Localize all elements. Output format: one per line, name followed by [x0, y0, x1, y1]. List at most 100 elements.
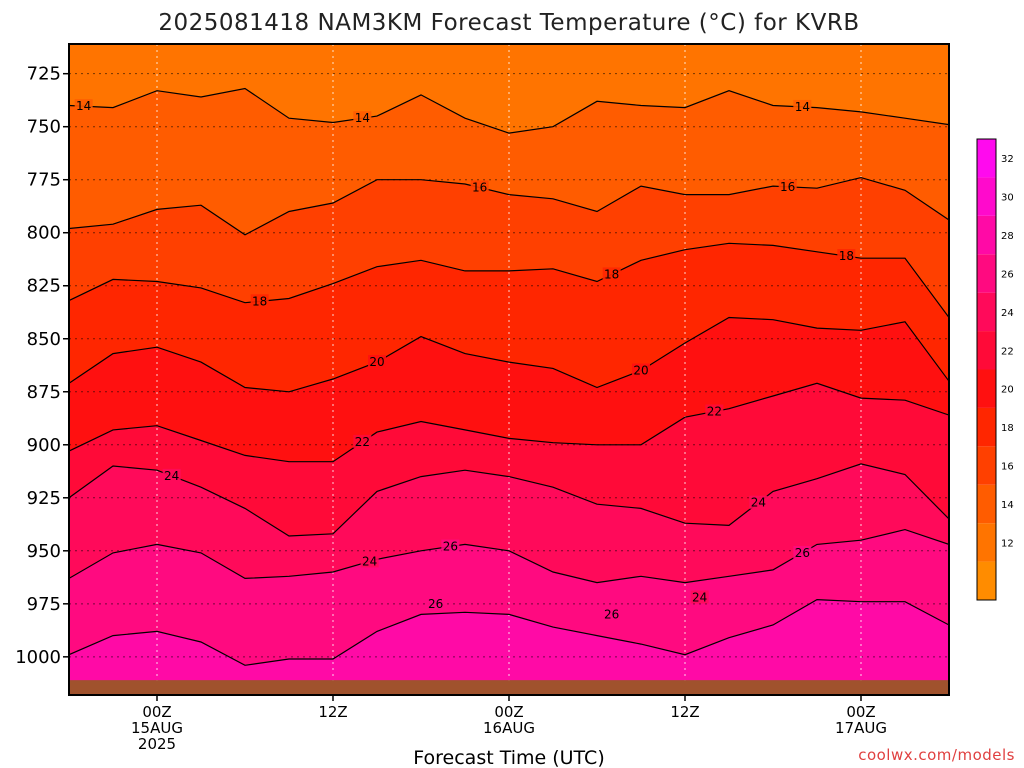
contour-label-24: 24 [164, 469, 179, 483]
contour-line-18 [69, 242, 949, 318]
contour-label-20-bg [632, 363, 650, 377]
colorbar-swatch [977, 523, 996, 562]
axis-layer: 725 750 775 800 825 850 875 900 925 950 975 1000 00Z… [15, 64, 887, 753]
contour-label-24: 24 [751, 496, 766, 510]
colorbar-label-14: 14 [1001, 500, 1014, 511]
temperature-fill-layer [69, 44, 949, 695]
colorbar-label-26: 26 [1001, 269, 1014, 280]
contour-label-extra-bg [602, 607, 621, 621]
contour-label-14-bg [74, 99, 93, 113]
contour-label-16-bg [778, 179, 797, 193]
ground-surface [69, 680, 949, 695]
colorbar-label-32: 32 [1001, 154, 1014, 165]
ground-layer [69, 680, 949, 695]
x-axis-title: Forecast Time (UTC) [413, 747, 604, 768]
y-tick-label-825: 825 [27, 276, 61, 297]
contour-label-24-bg [749, 495, 768, 509]
contour-label-14: 14 [76, 99, 91, 113]
colorbar-swatch [977, 561, 996, 600]
contour-line-20 [69, 316, 949, 393]
contour-label-layer: 14 14 14 16 16 18 18 18 20 20 22 22 24 24 26 26 24 26 24 26 [74, 99, 856, 621]
y-tick-label-775: 775 [27, 170, 61, 191]
contour-label-14-bg [793, 99, 812, 113]
colorbar-swatch [977, 369, 996, 408]
band-fill-28 [69, 599, 949, 695]
x-tick-label: 00Z [494, 703, 523, 721]
contour-label-extra: 26 [428, 597, 443, 611]
x-tick-label: 00Z [846, 703, 875, 721]
contour-label-14: 14 [355, 111, 370, 125]
contour-label-18: 18 [839, 249, 854, 263]
contour-label-extra-bg [426, 596, 445, 610]
y-tick-label-725: 725 [27, 64, 61, 85]
contour-line-24 [69, 463, 949, 537]
y-tick-label-850: 850 [27, 329, 61, 350]
contour-label-22-bg [705, 404, 724, 418]
contour-line-28 [69, 598, 949, 666]
x-tick-label: 16AUG [483, 719, 535, 737]
colorbar-swatch [977, 407, 996, 447]
grid-layer [69, 44, 949, 695]
colorbar-frame [976, 138, 997, 601]
contour-layer [69, 87, 949, 666]
chart-title: 2025081418 NAM3KM Forecast Temperature (… [158, 10, 859, 36]
colorbar-label-18: 18 [1001, 423, 1014, 434]
contour-label-extra-bg [360, 554, 379, 568]
colorbar-label-30: 30 [1001, 193, 1014, 204]
contour-label-16: 16 [472, 180, 487, 194]
contour-label-18-bg [602, 267, 621, 281]
contour-label-extra: 24 [692, 590, 707, 604]
y-tick-label-925: 925 [27, 488, 61, 509]
colorbar-label-28: 28 [1001, 231, 1014, 242]
colorbar-swatch [977, 446, 996, 485]
contour-label-26-bg [793, 545, 812, 559]
y-tick-label-750: 750 [27, 117, 61, 138]
contour-label-18-bg [837, 249, 856, 263]
contour-label-18-bg [250, 294, 269, 308]
contour-label-20: 20 [369, 355, 384, 369]
y-tick-label-900: 900 [27, 435, 61, 456]
source-credit: coolwx.com/models [858, 746, 1015, 764]
contour-label-20-bg [368, 355, 386, 369]
contour-label-22: 22 [355, 435, 370, 449]
contour-label-18: 18 [604, 267, 619, 281]
contour-label-14: 14 [795, 100, 810, 114]
colorbar-label-22: 22 [1001, 346, 1014, 357]
x-tick-label: 12Z [670, 703, 699, 721]
colorbar-swatch [977, 139, 996, 178]
contour-label-extra: 24 [362, 554, 377, 568]
y-tick-label-1000: 1000 [15, 647, 61, 668]
colorbar-swatch [977, 292, 996, 332]
x-tick-label: 15AUG [131, 719, 183, 737]
y-tick-label-875: 875 [27, 382, 61, 403]
contour-line-22 [69, 382, 949, 463]
contour-label-26: 26 [795, 546, 810, 560]
x-tick-label: 12Z [318, 703, 347, 721]
colorbar-label-20: 20 [1001, 385, 1014, 396]
colorbar-label-24: 24 [1001, 308, 1014, 319]
colorbar-swatch [977, 254, 996, 293]
x-tick-label: 2025 [138, 735, 176, 753]
x-tick-label: 17AUG [835, 719, 887, 737]
contour-label-26: 26 [443, 540, 458, 554]
contour-label-26-bg [441, 539, 460, 553]
colorbar-swatch [977, 177, 996, 216]
contour-label-extra: 26 [604, 607, 619, 621]
y-tick-label-950: 950 [27, 541, 61, 562]
colorbar: 12 14 16 18 20 22 24 26 28 30 32 [976, 138, 1014, 601]
contour-label-14-bg [353, 111, 372, 125]
contour-label-16-bg [470, 180, 489, 194]
y-tick-label-800: 800 [27, 223, 61, 244]
colorbar-swatch [977, 215, 996, 255]
colorbar-swatch [977, 331, 996, 370]
contour-line-16 [69, 176, 949, 236]
colorbar-swatch [977, 484, 996, 524]
contour-label-extra-bg [690, 590, 709, 604]
colorbar-label-12: 12 [1001, 538, 1014, 549]
contour-label-16: 16 [780, 180, 795, 194]
contour-label-22-bg [353, 434, 372, 448]
y-tick-label-975: 975 [27, 594, 61, 615]
contour-label-22: 22 [707, 405, 722, 419]
contour-label-20: 20 [633, 364, 648, 378]
